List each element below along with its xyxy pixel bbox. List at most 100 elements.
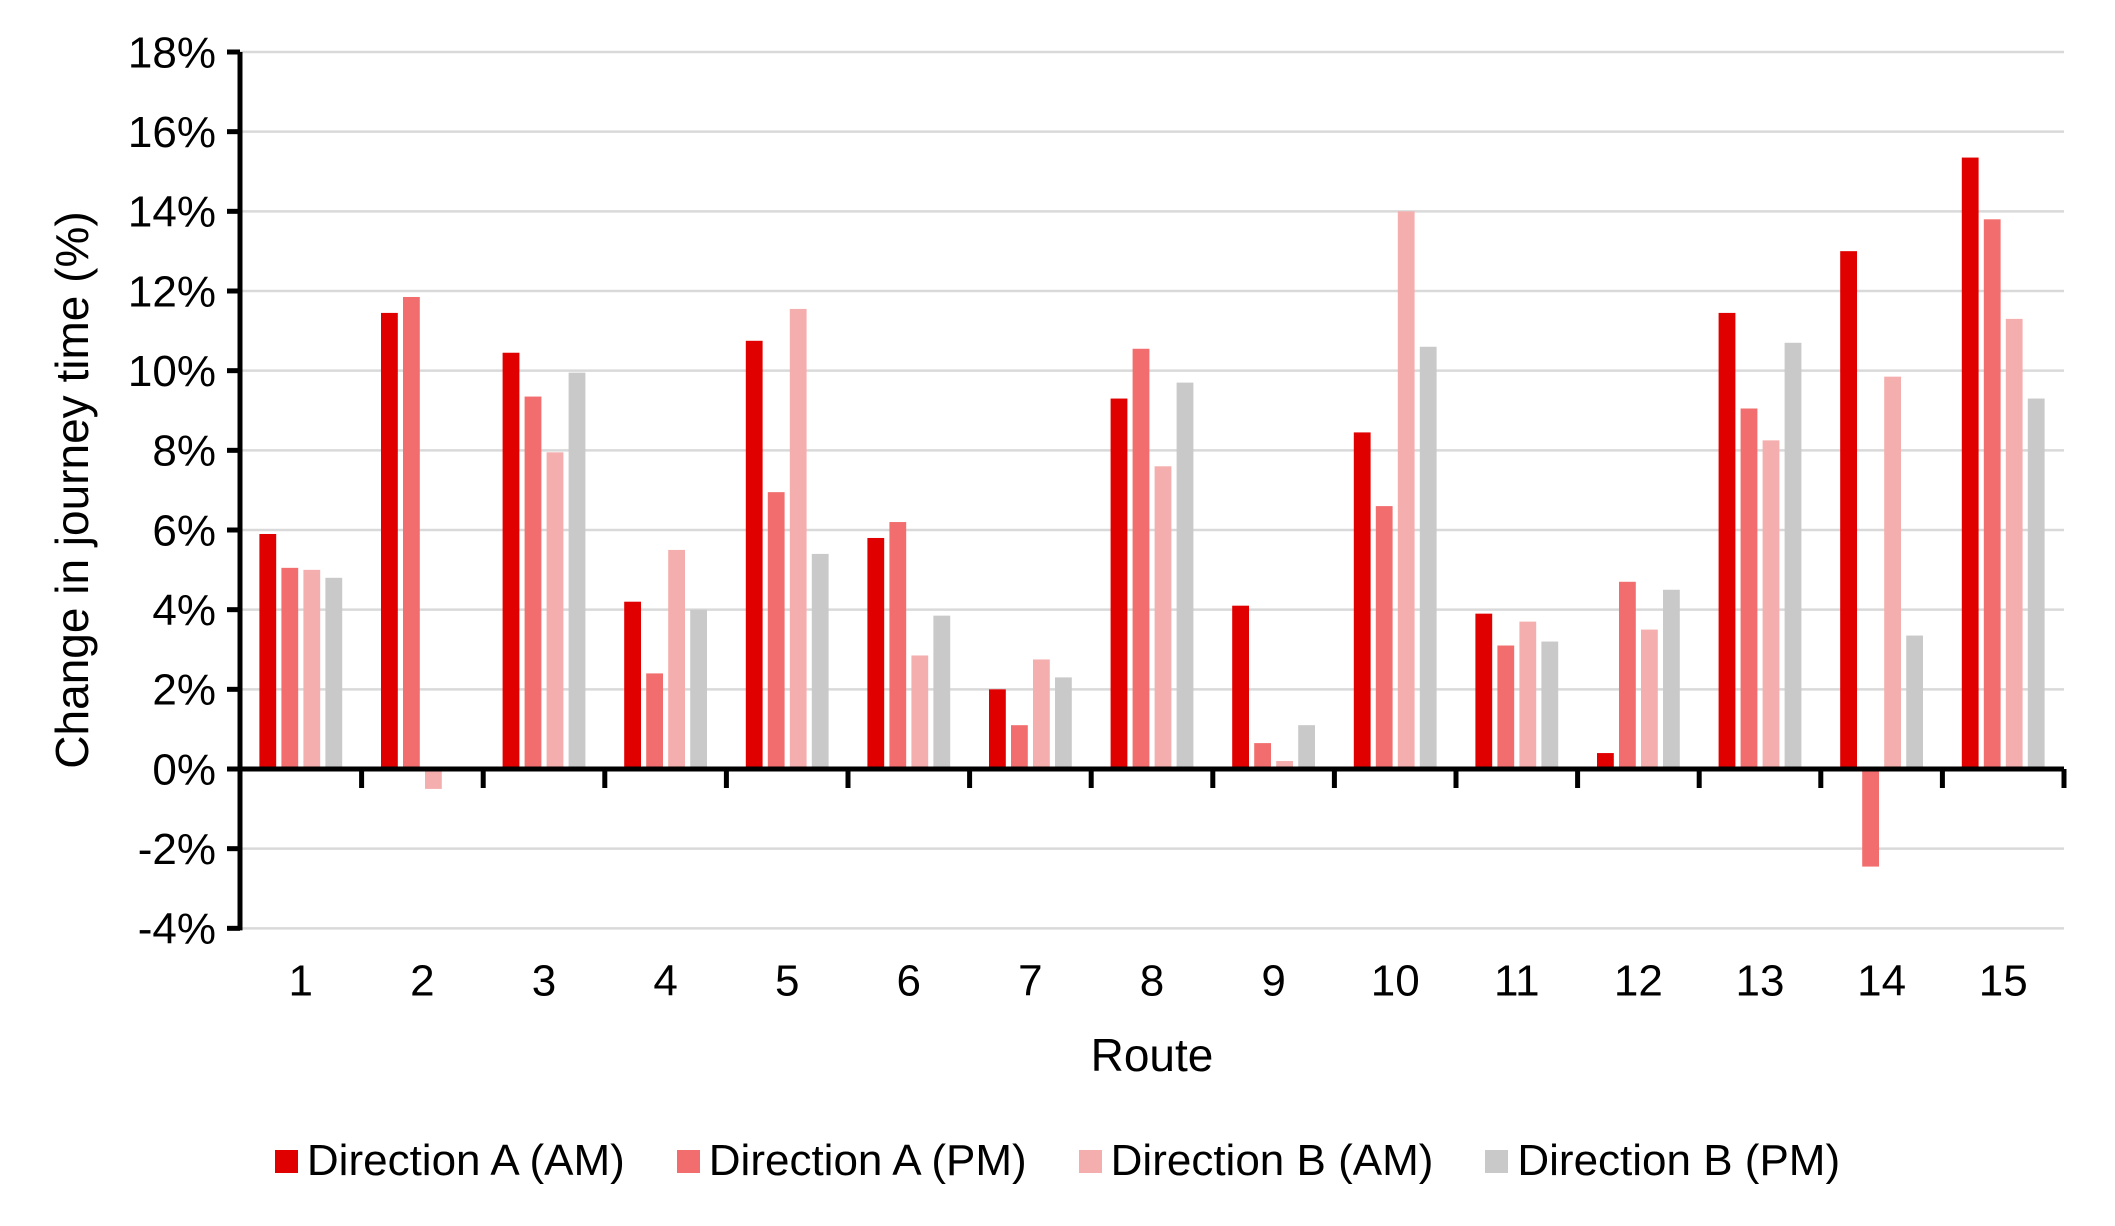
bar-series-3-route-5 xyxy=(789,308,807,769)
bar-series-4-route-6 xyxy=(933,615,951,769)
y-tick-label: 0% xyxy=(152,745,216,794)
bar-series-3-route-3 xyxy=(546,452,564,769)
bar-series-3-route-7 xyxy=(1033,659,1050,769)
y-tick-label: -4% xyxy=(138,905,216,954)
y-tick-label: 4% xyxy=(152,586,216,635)
bar-series-1-route-9 xyxy=(1232,605,1249,769)
x-category-label: 7 xyxy=(1018,956,1042,1005)
y-tick-label: -2% xyxy=(138,825,216,874)
legend-label: Direction A (AM) xyxy=(306,1136,625,1185)
legend-swatch xyxy=(1485,1149,1509,1173)
bar-series-2-route-3 xyxy=(524,396,542,769)
x-category-label: 6 xyxy=(897,956,921,1005)
x-category-label: 3 xyxy=(532,956,556,1005)
bar-series-1-route-8 xyxy=(1110,398,1128,769)
bar-series-2-route-1 xyxy=(281,567,299,769)
bar-series-3-route-11 xyxy=(1519,621,1537,769)
x-axis-title: Route xyxy=(1090,1029,1214,1081)
bar-series-2-route-8 xyxy=(1132,348,1150,769)
y-axis-title: Change in journey time (%) xyxy=(46,211,98,769)
bar-series-4-route-8 xyxy=(1176,382,1194,769)
bar-series-4-route-3 xyxy=(568,372,586,769)
bar-series-1-route-13 xyxy=(1718,312,1736,769)
bar-series-1-route-1 xyxy=(259,533,277,769)
legend-label: Direction A (PM) xyxy=(708,1136,1027,1185)
bar-series-4-route-15 xyxy=(2027,398,2045,769)
bar-series-2-route-5 xyxy=(767,492,785,769)
legend-item: Direction A (AM) xyxy=(274,1136,625,1186)
bar-series-2-route-4 xyxy=(646,673,663,769)
bar-series-3-route-13 xyxy=(1762,440,1780,769)
bar-series-2-route-7 xyxy=(1011,725,1028,769)
bar-series-3-route-12 xyxy=(1641,629,1658,769)
x-category-label: 2 xyxy=(410,956,434,1005)
bar-series-1-route-6 xyxy=(867,537,885,769)
bar-series-2-route-9 xyxy=(1254,743,1271,769)
bar-series-2-route-15 xyxy=(1983,219,2001,770)
bar-series-4-route-4 xyxy=(690,609,707,769)
y-tick-label: 10% xyxy=(128,347,216,396)
y-tick-label: 6% xyxy=(152,506,216,555)
bar-series-4-route-5 xyxy=(811,553,829,769)
bar-series-3-route-2 xyxy=(425,769,442,789)
x-category-label: 9 xyxy=(1261,956,1285,1005)
x-category-label: 11 xyxy=(1494,956,1540,1005)
bar-series-4-route-11 xyxy=(1541,641,1559,769)
x-category-label: 10 xyxy=(1371,956,1420,1005)
bar-series-3-route-15 xyxy=(2005,318,2023,769)
y-tick-label: 12% xyxy=(128,267,216,316)
bar-series-2-route-14 xyxy=(1862,769,1879,867)
bar-series-2-route-13 xyxy=(1740,408,1758,769)
x-category-label: 4 xyxy=(653,956,677,1005)
bar-series-1-route-2 xyxy=(381,312,398,769)
bar-series-4-route-12 xyxy=(1663,589,1680,769)
legend-item: Direction B (AM) xyxy=(1078,1136,1434,1186)
legend-swatch xyxy=(676,1149,700,1173)
x-category-label: 8 xyxy=(1140,956,1164,1005)
bar-series-1-route-15 xyxy=(1961,157,1979,769)
bar-series-4-route-7 xyxy=(1055,677,1072,769)
bar-series-3-route-1 xyxy=(303,569,321,769)
y-tick-label: 18% xyxy=(128,28,216,77)
legend-swatch xyxy=(274,1149,298,1173)
y-tick-label: 16% xyxy=(128,108,216,157)
bar-series-3-route-14 xyxy=(1884,376,1901,769)
bar-series-2-route-12 xyxy=(1619,581,1636,769)
bar-series-1-route-4 xyxy=(624,601,641,769)
bar-series-4-route-14 xyxy=(1906,635,1923,769)
legend-label: Direction B (AM) xyxy=(1110,1136,1434,1185)
bar-series-1-route-3 xyxy=(502,352,520,769)
bar-series-1-route-7 xyxy=(989,689,1006,769)
legend-item: Direction A (PM) xyxy=(676,1136,1027,1186)
y-tick-label: 14% xyxy=(128,188,216,237)
bar-series-3-route-9 xyxy=(1276,761,1293,769)
bar-series-3-route-6 xyxy=(911,655,929,769)
bar-series-4-route-9 xyxy=(1298,725,1315,769)
bar-series-1-route-11 xyxy=(1475,613,1493,769)
bar-series-2-route-6 xyxy=(889,522,907,769)
bar-series-3-route-10 xyxy=(1397,211,1415,770)
legend-item: Direction B (PM) xyxy=(1485,1136,1840,1186)
bar-series-1-route-12 xyxy=(1597,753,1614,769)
legend: Direction A (AM) Direction A (PM) Directio… xyxy=(0,1136,2115,1186)
x-category-label: 1 xyxy=(289,956,313,1005)
bar-series-4-route-10 xyxy=(1419,346,1437,769)
bar-series-1-route-14 xyxy=(1840,251,1857,769)
x-category-label: 13 xyxy=(1736,956,1785,1005)
bar-series-2-route-11 xyxy=(1497,645,1515,769)
bar-series-2-route-10 xyxy=(1375,506,1393,769)
x-category-label: 5 xyxy=(775,956,799,1005)
bar-series-2-route-2 xyxy=(403,296,420,769)
bar-series-1-route-10 xyxy=(1353,432,1371,769)
y-tick-label: 8% xyxy=(152,427,216,476)
x-category-label: 15 xyxy=(1979,956,2028,1005)
x-category-label: 12 xyxy=(1614,956,1663,1005)
y-tick-label: 2% xyxy=(152,666,216,715)
bar-series-3-route-4 xyxy=(668,549,685,769)
legend-swatch xyxy=(1078,1149,1102,1173)
bar-series-4-route-13 xyxy=(1784,342,1802,769)
x-category-label: 14 xyxy=(1857,956,1906,1005)
bar-series-3-route-8 xyxy=(1154,466,1172,769)
